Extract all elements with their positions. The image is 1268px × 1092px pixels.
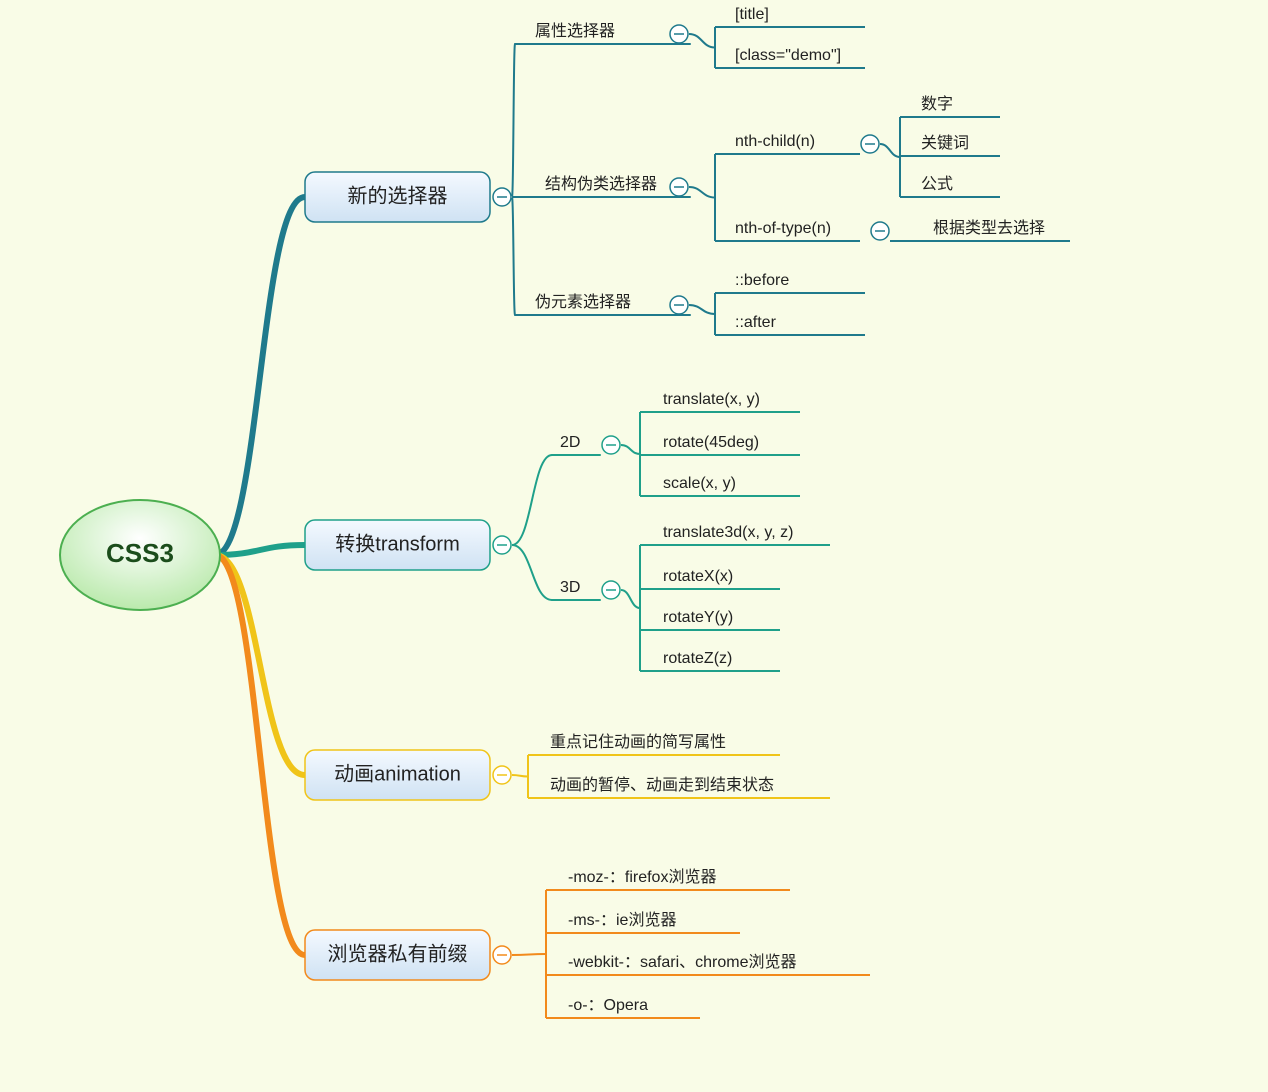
branch-node[interactable]: 新的选择器 — [305, 172, 490, 222]
leaf-node[interactable]: rotateX(x) — [663, 568, 733, 585]
leaf-node[interactable]: -ms-：ie浏览器 — [568, 911, 676, 929]
collapse-toggle[interactable] — [670, 296, 688, 314]
leaf-node[interactable]: -o-：Opera — [568, 997, 648, 1014]
collapse-toggle[interactable] — [670, 178, 688, 196]
sub-node[interactable]: nth-child(n) — [735, 133, 815, 150]
sub-node[interactable]: 属性选择器 — [535, 22, 615, 40]
sub-node[interactable]: 2D — [560, 434, 580, 451]
root-node[interactable]: CSS3 — [60, 500, 220, 610]
leaf-node[interactable]: 数字 — [921, 95, 953, 113]
collapse-toggle[interactable] — [670, 25, 688, 43]
branch-node[interactable]: 转换transform — [305, 520, 490, 570]
collapse-toggle[interactable] — [861, 135, 879, 153]
svg-text:CSS3: CSS3 — [106, 538, 174, 568]
leaf-node[interactable]: rotateZ(z) — [663, 650, 732, 667]
leaf-node[interactable]: translate(x, y) — [663, 391, 760, 408]
svg-text:转换transform: 转换transform — [335, 532, 459, 555]
leaf-node[interactable]: [title] — [735, 6, 769, 23]
leaf-node[interactable]: scale(x, y) — [663, 475, 736, 492]
svg-text:新的选择器: 新的选择器 — [348, 184, 448, 207]
leaf-node[interactable]: rotate(45deg) — [663, 434, 759, 451]
leaf-node[interactable]: 根据类型去选择 — [933, 219, 1045, 237]
collapse-toggle[interactable] — [493, 766, 511, 784]
sub-node[interactable]: 伪元素选择器 — [535, 293, 631, 311]
collapse-toggle[interactable] — [602, 581, 620, 599]
collapse-toggle[interactable] — [493, 536, 511, 554]
collapse-toggle[interactable] — [493, 188, 511, 206]
mindmap-canvas: CSS3 新的选择器 属性选择器 [title] [class="demo"] 结构伪类选… — [0, 0, 1268, 1092]
leaf-node[interactable]: rotateY(y) — [663, 609, 733, 626]
leaf-node[interactable]: ::after — [735, 314, 777, 331]
svg-text:浏览器私有前缀: 浏览器私有前缀 — [328, 942, 468, 965]
collapse-toggle[interactable] — [493, 946, 511, 964]
sub-node[interactable]: 结构伪类选择器 — [545, 175, 657, 193]
collapse-toggle[interactable] — [871, 222, 889, 240]
leaf-node[interactable]: translate3d(x, y, z) — [663, 524, 793, 541]
leaf-node[interactable]: -webkit-：safari、chrome浏览器 — [568, 953, 797, 971]
branch-node[interactable]: 浏览器私有前缀 — [305, 930, 490, 980]
sub-node[interactable]: nth-of-type(n) — [735, 220, 831, 237]
svg-text:动画animation: 动画animation — [334, 762, 461, 785]
branch-node[interactable]: 动画animation — [305, 750, 490, 800]
leaf-node[interactable]: 关键词 — [921, 134, 969, 152]
sub-node[interactable]: 3D — [560, 579, 580, 596]
leaf-node[interactable]: -moz-：firefox浏览器 — [568, 868, 716, 886]
leaf-node[interactable]: ::before — [735, 272, 789, 289]
leaf-node[interactable]: 动画的暂停、动画走到结束状态 — [550, 776, 774, 794]
collapse-toggle[interactable] — [602, 436, 620, 454]
leaf-node[interactable]: [class="demo"] — [735, 47, 841, 64]
leaf-node[interactable]: 公式 — [921, 175, 953, 193]
leaf-node[interactable]: 重点记住动画的简写属性 — [550, 733, 726, 751]
